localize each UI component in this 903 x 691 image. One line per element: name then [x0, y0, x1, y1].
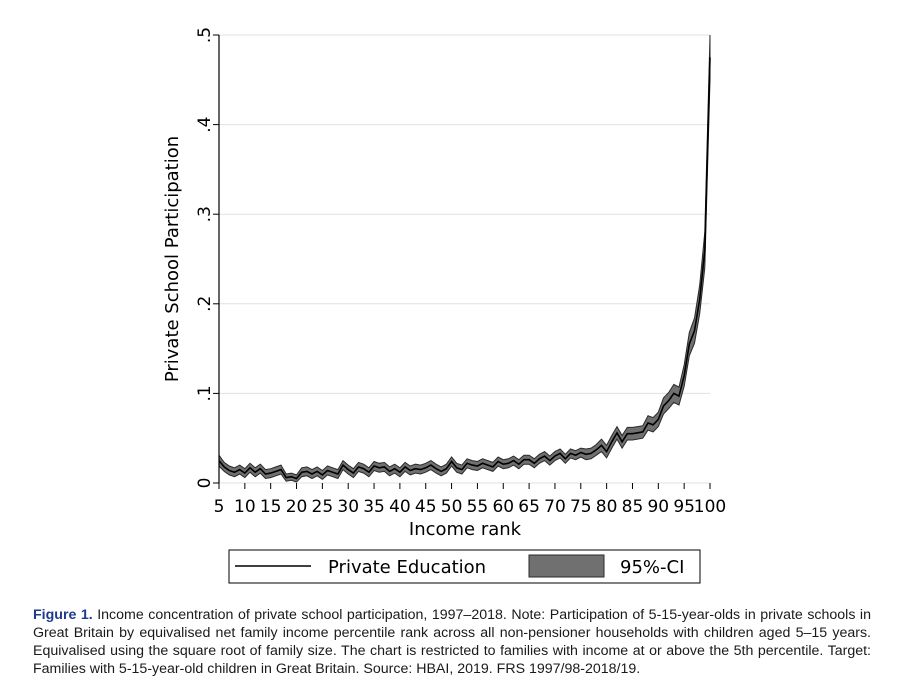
legend-ci-label: 95%-CI	[620, 557, 684, 578]
x-tick-label: 10	[234, 497, 256, 517]
x-tick-label: 70	[544, 497, 566, 517]
x-tick-label: 35	[363, 497, 385, 517]
private-education-line	[218, 57, 711, 480]
x-tick-label: 15	[260, 497, 282, 517]
x-tick-label: 60	[492, 497, 514, 517]
y-tick-label: 0	[195, 478, 215, 489]
legend: Private Education 95%-CI	[228, 549, 701, 584]
x-tick-label: 65	[518, 497, 540, 517]
x-tick-label: 100	[694, 497, 726, 517]
x-tick-label: 75	[570, 497, 592, 517]
y-tick-label: .2	[195, 296, 215, 312]
y-tick-label: .4	[195, 116, 215, 132]
y-tick-label: .5	[195, 27, 215, 43]
chart: 0 .1 .2 .3 .4 .5 5 10 15 20 25 30 35 40 45 50 55 60 65 70 7…	[162, 27, 726, 584]
x-tick-label: 25	[312, 497, 334, 517]
y-tick-label: .3	[195, 206, 215, 222]
x-tick-label: 90	[647, 497, 669, 517]
y-ticks: 0 .1 .2 .3 .4 .5	[195, 27, 219, 489]
x-tick-label: 20	[286, 497, 308, 517]
caption-text: Income concentration of private school p…	[33, 607, 871, 677]
x-tick-label: 85	[622, 497, 644, 517]
x-tick-label: 5	[214, 497, 225, 517]
x-tick-label: 50	[441, 497, 463, 517]
y-tick-label: .1	[195, 385, 215, 401]
x-axis-label: Income rank	[409, 519, 522, 540]
x-tick-label: 55	[467, 497, 489, 517]
gridlines	[219, 34, 710, 484]
y-axis-label: Private School Participation	[162, 136, 183, 382]
x-tick-label: 45	[415, 497, 437, 517]
legend-line-label: Private Education	[328, 557, 486, 578]
ci-band	[218, 34, 711, 483]
figure-caption: Figure 1. Income concentration of privat…	[33, 606, 871, 678]
x-tick-label: 95	[673, 497, 695, 517]
x-tick-label: 40	[389, 497, 411, 517]
x-tick-label: 80	[596, 497, 618, 517]
legend-ci-swatch	[528, 554, 605, 578]
figure-label: Figure 1.	[33, 607, 93, 623]
x-tick-label: 30	[337, 497, 359, 517]
